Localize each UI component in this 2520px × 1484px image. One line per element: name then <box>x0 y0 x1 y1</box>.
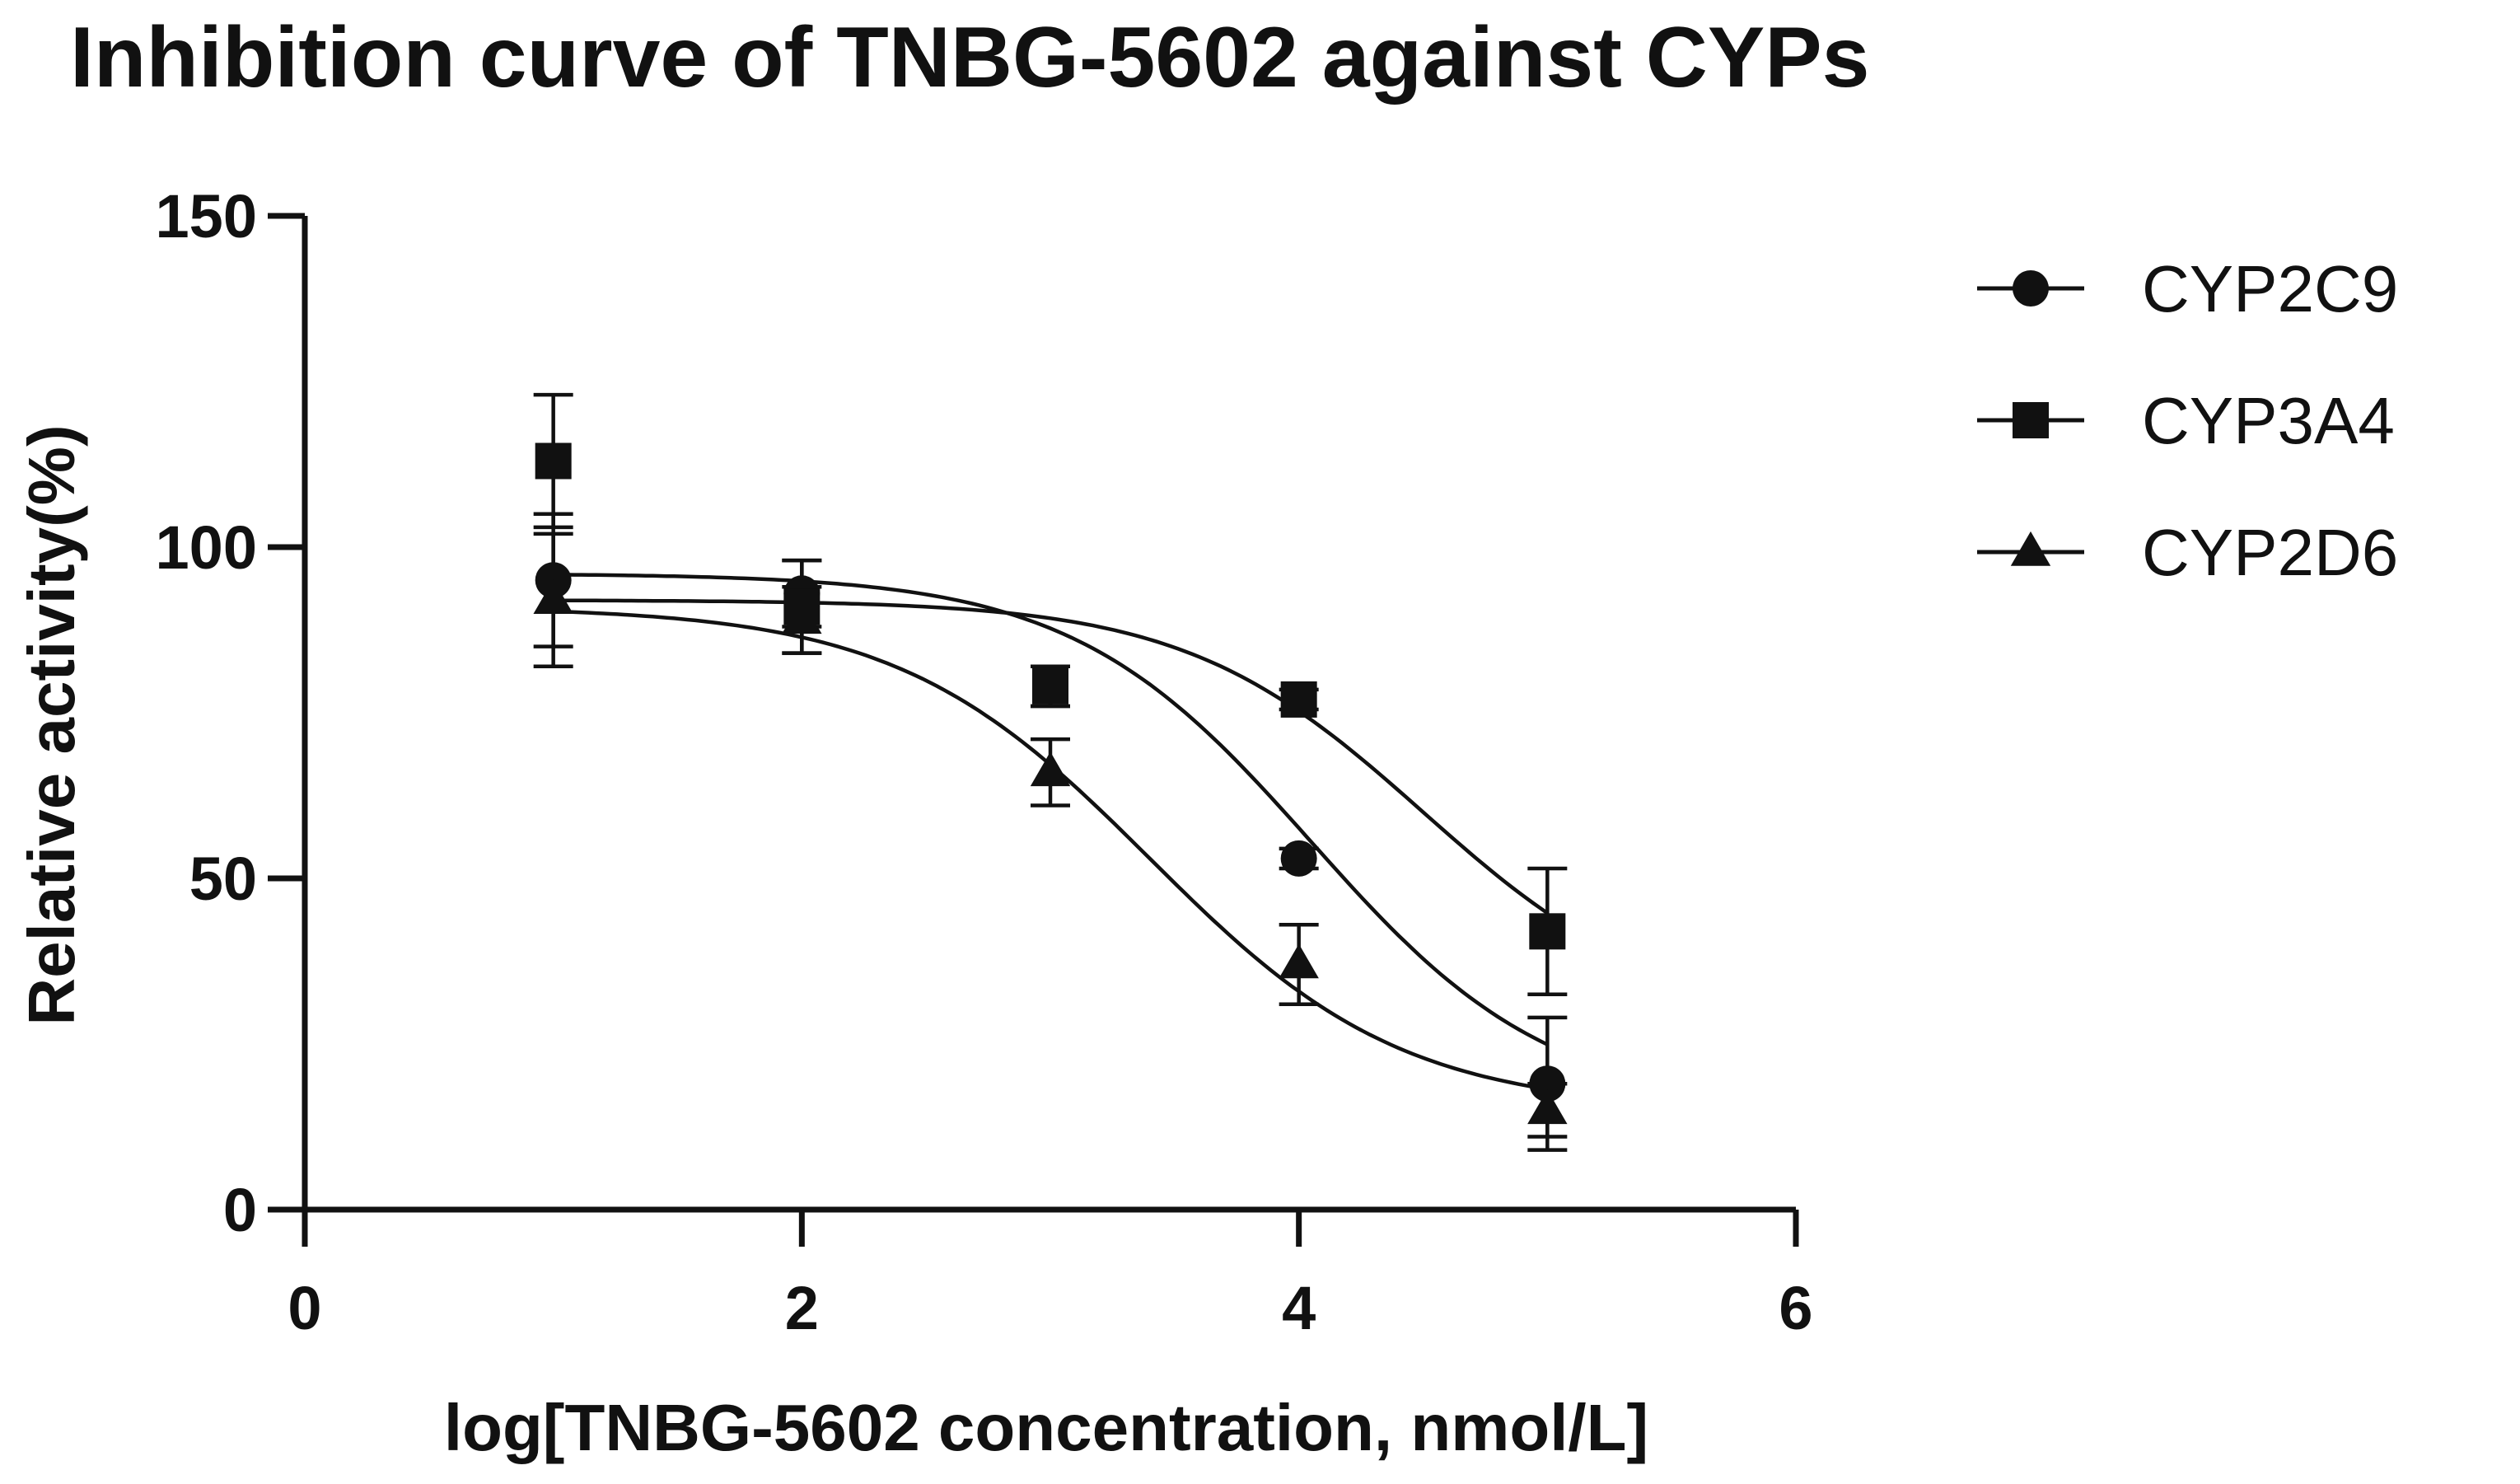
data-point-cyp2c9 <box>1529 1065 1566 1102</box>
data-markers <box>533 442 1568 1125</box>
y-tick-label: 150 <box>156 182 257 250</box>
x-tick-label: 2 <box>785 1274 819 1342</box>
fit-curve-cyp3a4 <box>553 598 1549 915</box>
fit-curves <box>553 573 1549 1092</box>
y-tick-label: 50 <box>189 845 257 913</box>
fit-curve-cyp2c9 <box>553 573 1549 1046</box>
x-tick-label: 0 <box>288 1274 321 1342</box>
y-axis-title: Relative activity(%) <box>15 424 88 1025</box>
legend-marker-cyp2c9 <box>2013 270 2049 307</box>
y-ticks: 0 50 100 150 <box>156 182 305 1244</box>
legend-label: CYP3A4 <box>2142 384 2395 457</box>
x-axis-title: log[TNBG-5602 concentration, nmol/L] <box>444 1391 1648 1464</box>
x-tick-label: 6 <box>1779 1274 1812 1342</box>
legend-label: CYP2D6 <box>2142 516 2398 589</box>
data-point-cyp2d6 <box>1030 751 1071 787</box>
x-tick-label: 4 <box>1282 1274 1316 1342</box>
x-axis: 0 2 4 6 <box>288 1206 1813 1342</box>
data-point-cyp2d6 <box>1279 943 1319 979</box>
data-point-cyp3a4 <box>1032 667 1068 705</box>
legend-label: CYP2C9 <box>2142 252 2398 325</box>
data-point-cyp2d6 <box>1527 1089 1568 1125</box>
legend-marker-cyp3a4 <box>2013 402 2049 438</box>
data-point-cyp2d6 <box>782 599 822 634</box>
data-point-cyp3a4 <box>1529 913 1566 950</box>
data-point-cyp2d6 <box>533 579 573 615</box>
chart-title: Inhibition curve of TNBG-5602 against CY… <box>70 10 1869 105</box>
legend-marker-cyp2d6 <box>2010 531 2051 566</box>
y-tick-label: 0 <box>223 1176 257 1244</box>
legend: CYP2C9 CYP3A4 CYP2D6 <box>1977 252 2398 589</box>
data-point-cyp3a4 <box>535 442 572 480</box>
y-axis: 0 50 100 150 <box>156 182 308 1244</box>
x-ticks: 0 2 4 6 <box>288 1210 1813 1342</box>
data-point-cyp2c9 <box>1280 840 1317 877</box>
plot-area <box>533 392 1568 1152</box>
y-tick-label: 100 <box>156 513 257 582</box>
data-point-cyp3a4 <box>1280 681 1317 718</box>
